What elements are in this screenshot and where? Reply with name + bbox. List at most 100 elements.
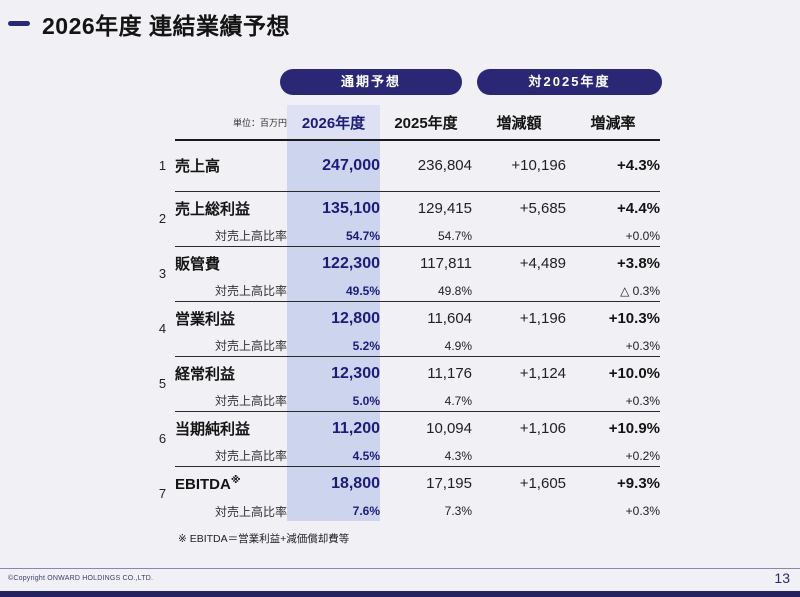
subcell-rate: +0.3% (625, 504, 660, 518)
subcell-rate: △ 0.3% (566, 281, 660, 302)
subcell-fy2025: 49.8% (380, 281, 472, 302)
table-row: 5 経常利益 12,300 11,176 +1,124 +10.0% (150, 356, 660, 391)
pill-vs-2025: 対2025年度 (477, 69, 662, 95)
col-header-fy2026: 2026年度 (287, 105, 380, 141)
table-row: 7 EBITDA※ 18,800 17,195 +1,605 +9.3% (150, 466, 660, 501)
subrow-label: 対売上高比率 (214, 504, 287, 519)
subcell-fy2026: 4.5% (287, 446, 380, 467)
row-number: 4 (158, 321, 167, 336)
unit-label: 単位：百万円 (175, 105, 287, 141)
subrow-label: 対売上高比率 (175, 336, 287, 357)
subcell-rate: +0.3% (566, 336, 660, 357)
cell-fy2025: 129,415 (417, 200, 472, 218)
row-number: 5 (158, 376, 167, 391)
subcell-fy2026: 54.7% (287, 226, 380, 247)
subcell-fy2026: 7.6% (287, 501, 380, 521)
row-number: 2 (158, 211, 167, 226)
cell-fy2025: 11,604 (427, 310, 472, 328)
header-spacer (150, 105, 175, 140)
cell-rate: +9.3% (617, 475, 660, 493)
table-row: 6 当期純利益 11,200 10,094 +1,106 +10.9% (150, 411, 660, 446)
row-label: 当期純利益 (175, 421, 251, 439)
cell-fy2025: 10,094 (426, 420, 472, 438)
col-header-delta: 増減額 (472, 105, 566, 141)
row-number: 3 (158, 266, 167, 281)
cell-fy2026: 122,300 (287, 246, 380, 281)
cell-fy2026: 12,800 (287, 301, 380, 336)
cell-fy2026: 247,000 (287, 140, 380, 192)
table-row: 1 売上高 247,000 236,804 +10,196 +4.3% (150, 140, 660, 192)
subcell-delta (472, 501, 566, 521)
subcell-rate: +0.0% (566, 226, 660, 247)
subcell-fy2025: 4.7% (380, 391, 472, 412)
cell-rate: +3.8% (617, 255, 660, 273)
pill-full-year-forecast: 通期予想 (280, 69, 462, 95)
subrow-label: 対売上高比率 (175, 446, 287, 467)
table-subrow: 対売上高比率 54.7% 54.7% +0.0% (150, 226, 660, 247)
cell-fy2026: 11,200 (287, 411, 380, 446)
cell-delta: +1,605 (519, 475, 566, 493)
cell-delta: +10,196 (472, 140, 566, 192)
cell-fy2026: 18,800 (287, 466, 380, 501)
row-number: 7 (158, 486, 167, 501)
earnings-table: 単位：百万円 2026年度 2025年度 増減額 増減率 1 売上高 247,0… (150, 105, 660, 521)
cell-fy2026: 135,100 (287, 191, 380, 226)
subcell-fy2026: 5.2% (287, 336, 380, 357)
subcell-delta (472, 391, 566, 412)
title-dash-icon (8, 21, 30, 26)
footnote-mark: ※ (230, 474, 241, 486)
row-label: EBITDA※ (175, 466, 287, 501)
cell-delta: +1,196 (519, 310, 566, 328)
cell-rate: +4.3% (566, 140, 660, 192)
col-header-rate: 増減率 (566, 105, 660, 141)
cell-rate: +10.3% (608, 310, 660, 328)
table-subrow: 対売上高比率 7.6% 7.3% +0.3% (150, 501, 660, 521)
row-label: 販管費 (175, 256, 221, 274)
subrow-label: 対売上高比率 (175, 391, 287, 412)
cell-rate: +4.4% (617, 200, 660, 218)
footer-divider (0, 568, 800, 569)
table-subrow: 対売上高比率 49.5% 49.8% △ 0.3% (150, 281, 660, 302)
cell-rate: +10.0% (608, 365, 660, 383)
subcell-fy2025: 54.7% (380, 226, 472, 247)
subcell-delta (472, 226, 566, 247)
table-row: 2 売上総利益 135,100 129,415 +5,685 +4.4% (150, 191, 660, 226)
cell-fy2025: 117,811 (420, 255, 472, 273)
subcell-fy2026: 5.0% (287, 391, 380, 412)
ebitda-footnote: ※ EBITDA＝営業利益+減価償却費等 (178, 533, 350, 545)
subcell-delta (472, 446, 566, 467)
table-subrow: 対売上高比率 5.2% 4.9% +0.3% (150, 336, 660, 357)
subrow-label: 対売上高比率 (175, 226, 287, 247)
row-number: 6 (158, 431, 167, 446)
cell-delta: +1,124 (519, 365, 566, 383)
table-row: 3 販管費 122,300 117,811 +4,489 +3.8% (150, 246, 660, 281)
cell-fy2025: 11,176 (427, 365, 472, 383)
page-title: 2026年度 連結業績予想 (42, 13, 291, 39)
subrow-label: 対売上高比率 (175, 281, 287, 302)
cell-delta: +1,106 (519, 420, 566, 438)
copyright-text: ©Copyright ONWARD HOLDINGS CO.,LTD. (8, 575, 154, 582)
subcell-delta (472, 281, 566, 302)
col-header-fy2025: 2025年度 (380, 105, 472, 141)
subcell-fy2026: 49.5% (287, 281, 380, 302)
subcell-fy2025: 7.3% (444, 504, 472, 518)
row-label: 売上総利益 (175, 201, 251, 219)
row-label: 営業利益 (175, 311, 236, 329)
subcell-delta (472, 336, 566, 357)
row-label-text: EBITDA (175, 475, 231, 493)
row-label: 経常利益 (175, 366, 236, 384)
cell-fy2025: 236,804 (380, 140, 472, 192)
table-row: 4 営業利益 12,800 11,604 +1,196 +10.3% (150, 301, 660, 336)
row-label: 売上高 (175, 140, 287, 192)
cell-delta: +5,685 (519, 200, 566, 218)
table-subrow: 対売上高比率 5.0% 4.7% +0.3% (150, 391, 660, 412)
table-subrow: 対売上高比率 4.5% 4.3% +0.2% (150, 446, 660, 467)
subcell-rate: +0.3% (566, 391, 660, 412)
bottom-accent-bar (0, 591, 800, 597)
page-number: 13 (774, 570, 790, 586)
row-number: 1 (158, 158, 167, 173)
subcell-rate: +0.2% (566, 446, 660, 467)
cell-fy2026: 12,300 (287, 356, 380, 391)
cell-rate: +10.9% (608, 420, 660, 438)
